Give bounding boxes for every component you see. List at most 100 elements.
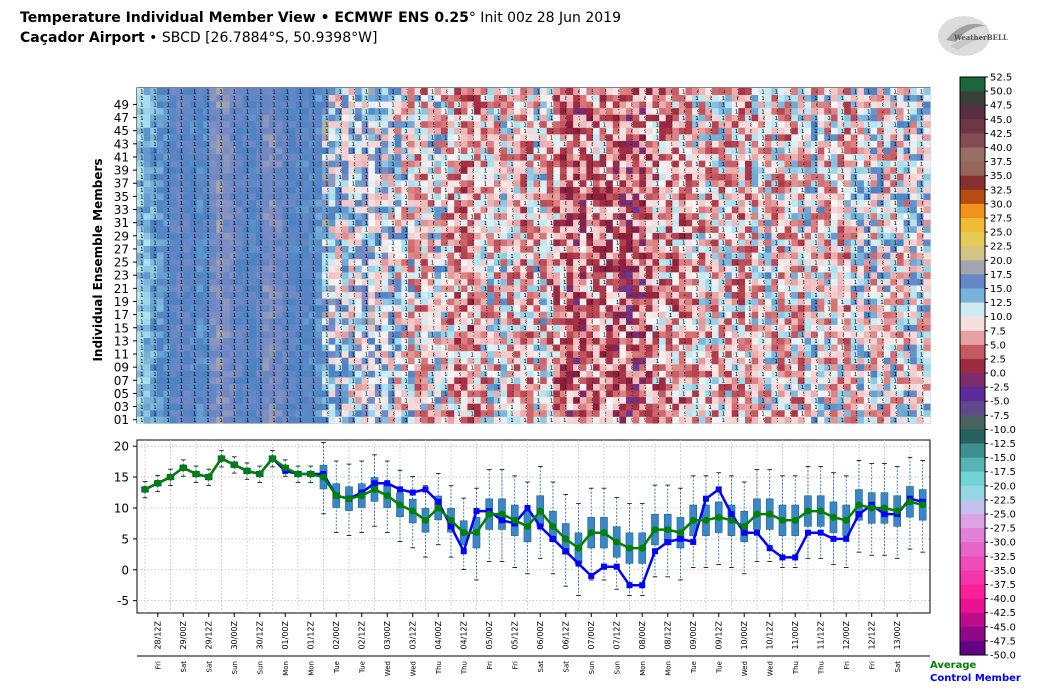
heatmap-cell xyxy=(355,403,363,411)
heatmap-cell xyxy=(619,416,627,424)
heatmap-cell xyxy=(341,337,349,345)
heatmap-cell xyxy=(857,252,865,260)
heatmap-cell xyxy=(725,403,733,411)
heatmap-cell xyxy=(751,383,759,391)
heatmap-cell xyxy=(844,370,852,378)
heatmap-cell xyxy=(857,324,865,332)
heatmap-cell xyxy=(236,324,244,332)
heatmap-cell xyxy=(447,357,455,365)
heatmap-cell xyxy=(612,377,620,384)
heatmap-cell xyxy=(778,271,786,279)
heatmap-cell xyxy=(209,383,217,391)
heatmap-cell xyxy=(923,258,931,266)
heatmap-cell xyxy=(203,377,211,384)
heatmap-cell xyxy=(626,344,634,352)
heatmap-cell xyxy=(659,258,667,266)
heatmap-cell xyxy=(513,403,521,411)
heatmap-cell xyxy=(236,271,244,279)
heatmap-cell xyxy=(295,416,303,424)
heatmap-cell xyxy=(394,271,402,279)
heatmap-cell xyxy=(817,317,825,325)
heatmap-cell xyxy=(401,377,409,384)
heatmap-cell xyxy=(236,377,244,384)
heatmap-cell xyxy=(586,396,594,404)
heatmap-cell xyxy=(586,370,594,378)
heatmap-cell xyxy=(487,390,495,398)
heatmap-cell xyxy=(738,311,746,319)
heatmap-cell xyxy=(606,278,614,286)
heatmap-cell xyxy=(183,324,191,332)
heatmap-cell xyxy=(778,350,786,358)
heatmap-cell xyxy=(698,390,706,398)
heatmap-cell xyxy=(804,311,812,319)
heatmap-cell xyxy=(282,396,290,404)
heatmap-cell xyxy=(923,416,931,424)
heatmap-cell xyxy=(903,403,911,411)
heatmap-cell xyxy=(824,403,832,411)
heatmap-cell xyxy=(407,370,415,378)
heatmap-cell xyxy=(778,357,786,365)
heatmap-cell xyxy=(592,383,600,391)
heatmap-cell xyxy=(612,416,620,424)
heatmap-cell xyxy=(744,383,752,391)
heatmap-cell xyxy=(863,370,871,378)
heatmap-cell xyxy=(566,311,574,319)
heatmap-cell xyxy=(685,350,693,358)
heatmap-cell xyxy=(645,298,653,306)
heatmap-cell xyxy=(447,278,455,286)
heatmap-cell xyxy=(619,245,627,253)
heatmap-cell xyxy=(322,350,330,358)
heatmap-cell xyxy=(797,383,805,391)
heatmap-cell xyxy=(692,416,700,424)
heatmap-cell xyxy=(315,245,323,253)
heatmap-cell xyxy=(526,317,534,325)
heatmap-cell xyxy=(269,390,277,398)
heatmap-cell xyxy=(817,377,825,384)
heatmap-cell xyxy=(923,377,931,384)
heatmap-cell xyxy=(579,363,587,371)
heatmap-cell xyxy=(751,291,759,299)
heatmap-cell xyxy=(222,390,230,398)
heatmap-cell xyxy=(725,278,733,286)
heatmap-cell xyxy=(242,390,250,398)
heatmap-cell xyxy=(659,350,667,358)
heatmap-cell xyxy=(493,344,501,352)
heatmap-cell xyxy=(513,278,521,286)
heatmap-cell xyxy=(255,390,263,398)
heatmap-cell xyxy=(341,370,349,378)
heatmap-cell xyxy=(341,298,349,306)
heatmap-cell xyxy=(176,396,184,404)
heatmap-cell xyxy=(645,377,653,384)
heatmap-cell xyxy=(678,396,686,404)
heatmap-cell xyxy=(896,252,904,260)
heatmap-cell xyxy=(137,377,145,384)
heatmap-cell xyxy=(209,252,217,260)
heatmap-cell xyxy=(559,409,567,417)
heatmap-cell xyxy=(434,298,442,306)
heatmap-cell xyxy=(896,344,904,352)
heatmap-cell xyxy=(315,357,323,365)
heatmap-cell xyxy=(553,377,561,384)
heatmap-cell xyxy=(302,278,310,286)
heatmap-cell xyxy=(170,383,178,391)
heatmap-cell xyxy=(374,403,382,411)
heatmap-cell xyxy=(156,377,164,384)
heatmap-cell xyxy=(883,258,891,266)
heatmap-cell xyxy=(645,291,653,299)
heatmap-cell xyxy=(705,350,713,358)
heatmap-cell xyxy=(262,278,270,286)
heatmap-cell xyxy=(546,350,554,358)
heatmap-cell xyxy=(896,278,904,286)
heatmap-cell xyxy=(170,271,178,279)
heatmap-cell xyxy=(520,363,528,371)
heatmap-cell xyxy=(672,377,680,384)
heatmap-cell xyxy=(764,245,772,253)
heatmap-cell xyxy=(718,363,726,371)
heatmap-cell xyxy=(288,344,296,352)
heatmap-cell xyxy=(883,298,891,306)
heatmap-cell xyxy=(685,252,693,260)
heatmap-cell xyxy=(249,324,257,332)
heatmap-cell xyxy=(659,317,667,325)
heatmap-cell xyxy=(222,350,230,358)
heatmap-cell xyxy=(744,403,752,411)
